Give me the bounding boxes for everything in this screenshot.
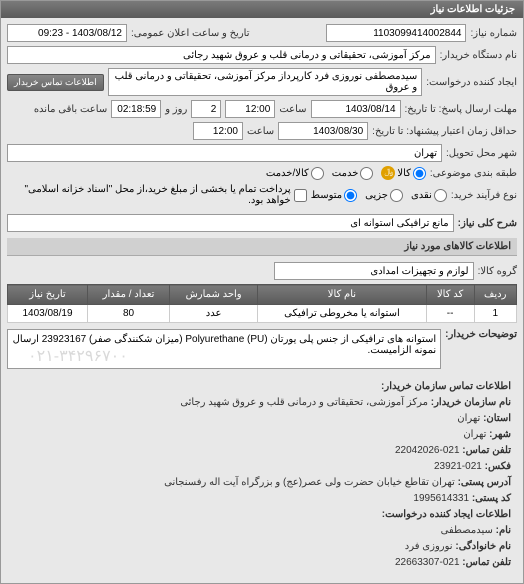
table-row[interactable]: 1 -- استوانه یا مخروطی ترافیکی عدد 80 14… [8, 305, 517, 323]
treasury-checkbox[interactable] [294, 189, 307, 202]
buyer-org-field: مرکز آموزشی، تحقیقاتی و درمانی قلب و عرو… [7, 46, 436, 64]
td-code: -- [426, 305, 474, 323]
contact-city: تهران [463, 429, 486, 440]
th-date: تاریخ نیاز [8, 285, 88, 305]
remaining-time: 02:18:59 [111, 100, 161, 118]
buyer-notes-box: استوانه های ترافیکی از جنس پلی یورتان (P… [7, 329, 441, 369]
payment-cash[interactable]: نقدی [411, 189, 447, 202]
payment-small-label: متوسط [311, 190, 342, 201]
goods-group-field: لوازم و تجهیزات امدادی [274, 262, 474, 280]
td-unit: عدد [170, 305, 258, 323]
contact-title: اطلاعات تماس سازمان خریدار: [381, 381, 511, 392]
deadline-reply-time: 12:00 [225, 100, 275, 118]
category-goods-radio[interactable] [413, 167, 426, 180]
category-service[interactable]: خدمت [332, 167, 374, 180]
th-qty: تعداد / مقدار [87, 285, 169, 305]
contact-postal-label: کد پستی: [472, 493, 511, 504]
contact-info-block: اطلاعات تماس سازمان خریدار: نام سازمان خ… [7, 373, 517, 577]
payment-small[interactable]: متوسط [311, 189, 357, 202]
category-label: طبقه بندی موضوعی: [430, 168, 517, 179]
announce-field: 1403/08/12 - 09:23 [7, 24, 127, 42]
goods-table: ردیف کد کالا نام کالا واحد شمارش تعداد /… [7, 284, 517, 323]
requester-label: ایجاد کننده درخواست: [426, 77, 517, 88]
td-name: استوانه یا مخروطی ترافیکی [258, 305, 427, 323]
payment-cash-label: نقدی [411, 190, 432, 201]
buyer-notes-text: استوانه های ترافیکی از جنس پلی یورتان (P… [13, 334, 437, 356]
summary-field: مانع ترافیکی استوانه ای [7, 214, 454, 232]
need-details-panel: جزئیات اطلاعات نیاز شماره نیاز: 11030994… [0, 0, 524, 584]
category-goods-label: کالا [397, 168, 411, 179]
req-phone: 021-22663307 [395, 557, 460, 568]
delivery-city-field: تهران [7, 144, 442, 162]
payment-small-radio[interactable] [344, 189, 357, 202]
contact-info-button[interactable]: اطلاعات تماس خریدار [7, 74, 104, 91]
th-code: کد کالا [426, 285, 474, 305]
deadline-end-time: 12:00 [193, 122, 243, 140]
req-lname-label: نام خانوادگی: [455, 541, 511, 552]
contact-phone-label: تلفن تماس: [462, 445, 511, 456]
category-radio-group: کالا خدمت کالا/خدمت [266, 166, 426, 180]
td-qty: 80 [87, 305, 169, 323]
category-both-label: کالا/خدمت [266, 168, 309, 179]
req-name-label: نام: [496, 525, 511, 536]
contact-province: تهران [457, 413, 480, 424]
category-service-label: خدمت [332, 168, 359, 179]
payment-label: نوع فرآیند خرید: [451, 190, 517, 201]
req-creator-title: اطلاعات ایجاد کننده درخواست: [382, 509, 511, 520]
th-row: ردیف [474, 285, 517, 305]
buyer-notes-label: توضیحات خریدار: [445, 329, 517, 340]
td-row: 1 [474, 305, 517, 323]
need-no-field: 1103099414002844 [326, 24, 466, 42]
category-goods[interactable]: کالا [381, 166, 426, 180]
category-both[interactable]: کالا/خدمت [266, 167, 324, 180]
delivery-city-label: شهر محل تحویل: [446, 148, 517, 159]
payment-cash-radio[interactable] [434, 189, 447, 202]
contact-city-label: شهر: [489, 429, 511, 440]
category-both-radio[interactable] [311, 167, 324, 180]
category-service-radio[interactable] [360, 167, 373, 180]
td-date: 1403/08/19 [8, 305, 88, 323]
treasury-checkbox-item[interactable]: پرداخت تمام یا بخشی از مبلغ خرید،از محل … [7, 184, 307, 206]
contact-address-label: آدرس پستی: [458, 477, 511, 488]
panel-title: جزئیات اطلاعات نیاز [1, 1, 523, 18]
watermark-text: ۰۲۱-۳۴۲۹۶۷۰۰ [28, 346, 128, 366]
payment-medium-radio[interactable] [390, 189, 403, 202]
payment-medium[interactable]: جزیی [365, 189, 403, 202]
goods-section-title: اطلاعات کالاهای مورد نیاز [7, 238, 517, 256]
time-label-1: ساعت [279, 104, 306, 115]
time-label-2: ساعت [247, 126, 274, 137]
contact-province-label: استان: [483, 413, 511, 424]
payment-radio-group: نقدی جزیی متوسط [311, 189, 447, 202]
contact-fax-label: فکس: [485, 461, 511, 472]
goods-group-label: گروه کالا: [478, 266, 517, 277]
contact-postal: 1995614331 [413, 493, 469, 504]
announce-label: تاریخ و ساعت اعلان عمومی: [131, 28, 250, 39]
panel-body: شماره نیاز: 1103099414002844 تاریخ و ساع… [1, 18, 523, 583]
requester-field: سیدمصطفی نوروزی فرد کارپرداز مرکز آموزشی… [108, 68, 423, 96]
buyer-org-label: نام دستگاه خریدار: [440, 50, 517, 61]
th-name: نام کالا [258, 285, 427, 305]
th-unit: واحد شمارش [170, 285, 258, 305]
table-header-row: ردیف کد کالا نام کالا واحد شمارش تعداد /… [8, 285, 517, 305]
deadline-reply-date: 1403/08/14 [311, 100, 401, 118]
contact-org: مرکز آموزشی، تحقیقاتی و درمانی قلب و عرو… [180, 397, 428, 408]
contact-phone: 021-22042026 [395, 445, 460, 456]
req-lname: نوروزی فرد [405, 541, 453, 552]
need-no-label: شماره نیاز: [470, 28, 517, 39]
contact-address: تهران تقاطع خیابان حضرت ولی عصر(عج) و بز… [164, 477, 455, 488]
payment-medium-label: جزیی [365, 190, 388, 201]
deadline-end-date: 1403/08/30 [278, 122, 368, 140]
remaining-days: 2 [191, 100, 221, 118]
contact-org-label: نام سازمان خریدار: [431, 397, 511, 408]
currency-icon [381, 166, 395, 180]
deadline-reply-label: مهلت ارسال پاسخ: تا تاریخ: [405, 104, 517, 115]
contact-fax: 021-23921 [434, 461, 482, 472]
req-phone-label: تلفن تماس: [462, 557, 511, 568]
remaining-label: ساعت باقی مانده [34, 104, 107, 115]
summary-label: شرح کلی نیاز: [458, 218, 517, 229]
req-name: سیدمصطفی [441, 525, 493, 536]
payment-note: پرداخت تمام یا بخشی از مبلغ خرید،از محل … [7, 184, 291, 206]
remaining-days-label: روز و [165, 104, 187, 115]
deadline-end-label: حداقل زمان اعتبار پیشنهاد: تا تاریخ: [372, 126, 517, 137]
